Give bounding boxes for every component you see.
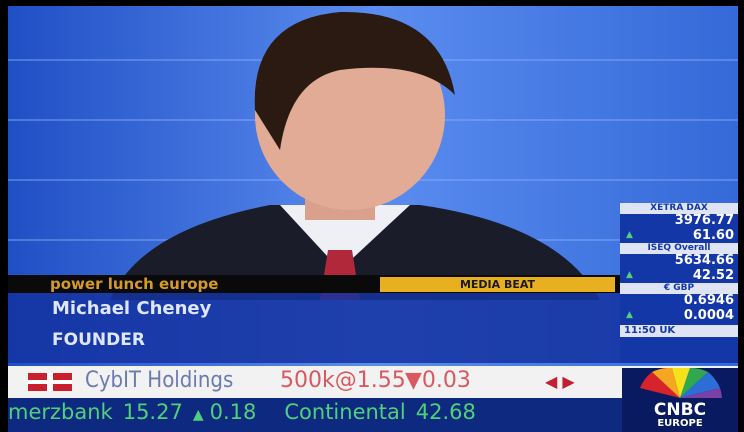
index-change-row: ▲ 0.0004 bbox=[620, 308, 738, 323]
ticker-name: merzbank bbox=[8, 400, 113, 424]
ticker-trade: 500k@1.55 bbox=[280, 368, 406, 393]
show-name: power lunch europe bbox=[50, 275, 218, 293]
segment-tab: MEDIA BEAT bbox=[380, 277, 615, 292]
index-change-row: ▲ 61.60 bbox=[620, 228, 738, 243]
index-change: 42.52 bbox=[693, 268, 734, 283]
up-arrow: ▲ bbox=[626, 268, 633, 283]
index-change: 0.0004 bbox=[684, 308, 734, 323]
ticker-price: 15.27 bbox=[123, 400, 183, 424]
index-value: 5634.66 bbox=[620, 254, 738, 268]
person-name: Michael Cheney bbox=[52, 298, 211, 319]
up-arrow: ▲ bbox=[193, 407, 204, 423]
uk-flag bbox=[28, 373, 72, 391]
up-arrow: ▲ bbox=[626, 228, 633, 243]
ticker-change: ▼0.03 bbox=[405, 368, 471, 393]
logo-region: EUROPE bbox=[622, 418, 738, 430]
person-role: FOUNDER bbox=[52, 330, 145, 350]
index-value: 3976.77 bbox=[620, 214, 738, 228]
peacock bbox=[622, 368, 738, 398]
ticker-company: CybIT Holdings bbox=[85, 368, 233, 393]
up-arrow: ▲ bbox=[626, 308, 633, 323]
clock: 11:50 UK bbox=[620, 325, 738, 337]
ticker-arrows: ◀ ▶ bbox=[545, 372, 575, 391]
index-change-row: ▲ 42.52 bbox=[620, 268, 738, 283]
ticker-price: 42.68 bbox=[416, 400, 476, 424]
ticker-name: Continental bbox=[284, 400, 405, 424]
logo-brand: CNBC bbox=[622, 402, 738, 418]
ticker-bottom-items: merzbank 15.27 ▲ 0.18 Continental 42.68 bbox=[8, 400, 486, 430]
index-value: 0.6946 bbox=[620, 294, 738, 308]
index-change: 61.60 bbox=[693, 228, 734, 243]
ticker-change: 0.18 bbox=[210, 400, 257, 424]
logo: CNBC EUROPE bbox=[622, 368, 738, 432]
tv-frame: power lunch europe MEDIA BEAT Michael Ch… bbox=[0, 0, 744, 432]
ticker-change-value: 0.03 bbox=[422, 368, 471, 393]
